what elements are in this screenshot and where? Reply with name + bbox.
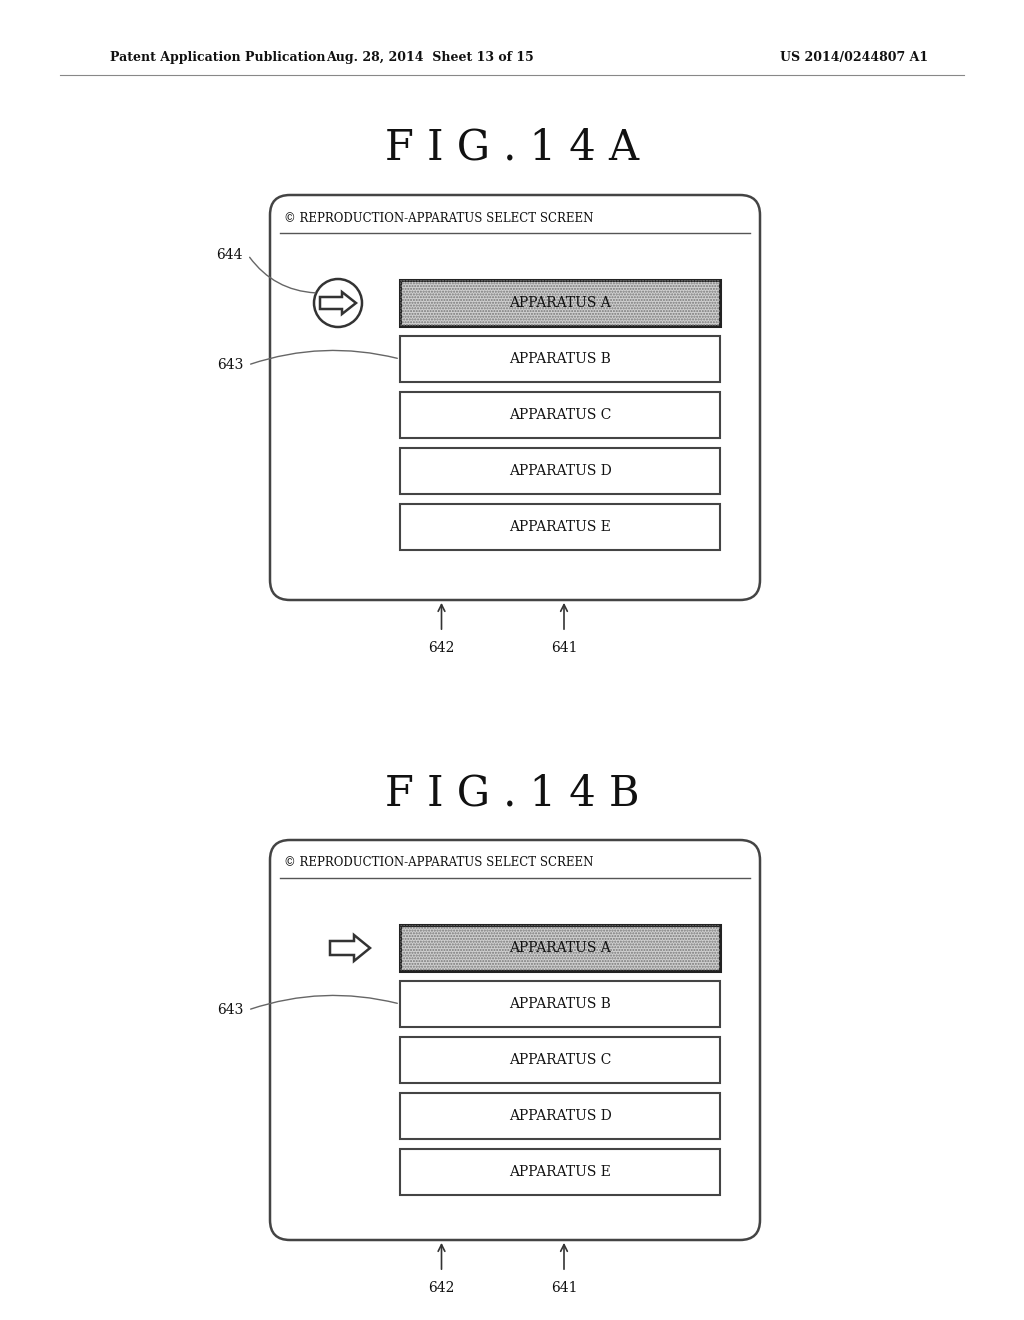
Text: 643: 643 — [217, 1003, 243, 1016]
Text: APPARATUS A: APPARATUS A — [509, 941, 611, 954]
Text: 641: 641 — [551, 642, 578, 655]
Text: APPARATUS B: APPARATUS B — [509, 997, 611, 1011]
FancyBboxPatch shape — [270, 840, 760, 1239]
Text: APPARATUS D: APPARATUS D — [509, 1109, 611, 1123]
Text: APPARATUS D: APPARATUS D — [509, 465, 611, 478]
FancyBboxPatch shape — [400, 504, 720, 550]
Polygon shape — [330, 935, 370, 961]
Text: 641: 641 — [551, 1280, 578, 1295]
Text: Patent Application Publication: Patent Application Publication — [110, 51, 326, 65]
Text: Aug. 28, 2014  Sheet 13 of 15: Aug. 28, 2014 Sheet 13 of 15 — [326, 51, 534, 65]
FancyBboxPatch shape — [400, 392, 720, 438]
Text: F I G . 1 4 B: F I G . 1 4 B — [385, 772, 639, 814]
Text: APPARATUS E: APPARATUS E — [509, 520, 611, 535]
Text: 643: 643 — [217, 358, 243, 372]
Text: US 2014/0244807 A1: US 2014/0244807 A1 — [780, 51, 928, 65]
Polygon shape — [319, 292, 356, 314]
Text: 644: 644 — [216, 248, 243, 261]
FancyBboxPatch shape — [400, 1038, 720, 1082]
Text: © REPRODUCTION-APPARATUS SELECT SCREEN: © REPRODUCTION-APPARATUS SELECT SCREEN — [284, 857, 593, 870]
FancyBboxPatch shape — [400, 447, 720, 494]
FancyBboxPatch shape — [270, 195, 760, 601]
Text: APPARATUS C: APPARATUS C — [509, 1053, 611, 1067]
Text: APPARATUS E: APPARATUS E — [509, 1166, 611, 1179]
Text: 642: 642 — [428, 642, 455, 655]
FancyBboxPatch shape — [400, 1093, 720, 1139]
FancyBboxPatch shape — [400, 280, 720, 326]
Text: APPARATUS A: APPARATUS A — [509, 296, 611, 310]
FancyBboxPatch shape — [400, 925, 720, 972]
Text: APPARATUS C: APPARATUS C — [509, 408, 611, 422]
FancyBboxPatch shape — [400, 1148, 720, 1195]
Text: F I G . 1 4 A: F I G . 1 4 A — [385, 127, 639, 169]
Text: © REPRODUCTION-APPARATUS SELECT SCREEN: © REPRODUCTION-APPARATUS SELECT SCREEN — [284, 211, 593, 224]
Text: 642: 642 — [428, 1280, 455, 1295]
FancyBboxPatch shape — [400, 337, 720, 381]
Text: APPARATUS B: APPARATUS B — [509, 352, 611, 366]
FancyBboxPatch shape — [400, 981, 720, 1027]
